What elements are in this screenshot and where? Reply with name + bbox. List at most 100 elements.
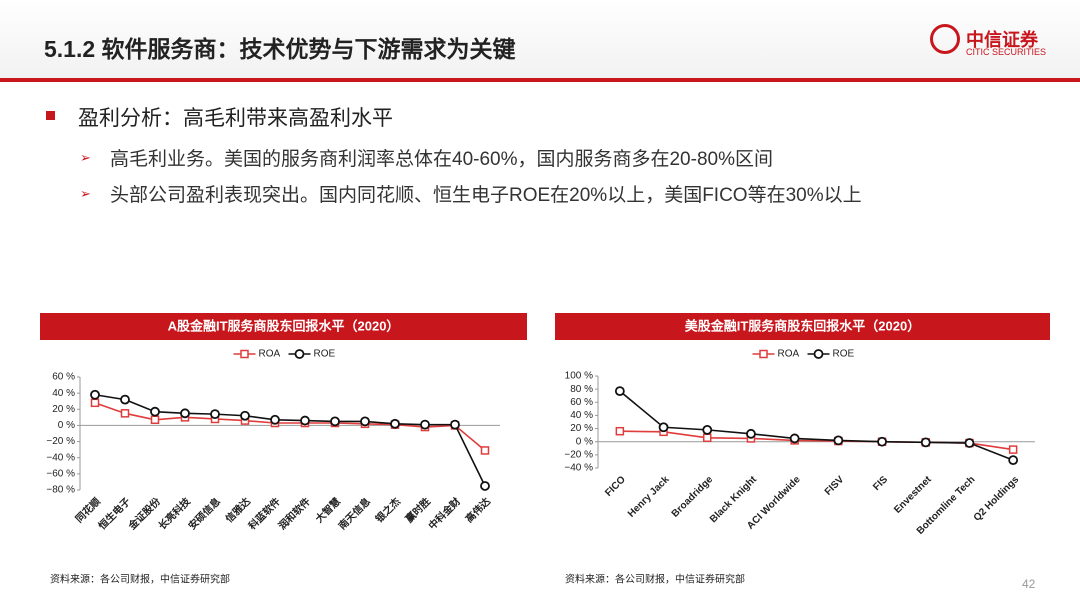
series-line xyxy=(94,402,486,452)
x-tick-label: 恒生电子 xyxy=(96,495,133,532)
point-marker xyxy=(964,438,975,448)
x-tick-label: 银之杰 xyxy=(373,495,403,525)
y-tick-label: 60 % xyxy=(52,372,75,383)
y-tick-label: −20 % xyxy=(46,436,75,447)
point-marker xyxy=(420,419,430,430)
x-tick-label: FICO xyxy=(603,474,628,499)
x-tick-label: 信雅达 xyxy=(223,495,253,525)
point-marker xyxy=(789,433,800,444)
header-rule xyxy=(0,78,1080,82)
x-tick-label: Henry Jack xyxy=(626,474,672,520)
point-marker xyxy=(1008,455,1019,466)
y-tick-label: 100 % xyxy=(565,371,593,382)
y-tick-label: 40 % xyxy=(570,410,593,421)
chart-title-bar xyxy=(40,313,527,340)
source-note: 资料来源：各公司财报，中信证券研究部 xyxy=(565,573,745,586)
x-tick-label: 高伟达 xyxy=(463,495,493,525)
point-marker xyxy=(833,435,844,446)
x-tick-label: 同花顺 xyxy=(73,495,103,525)
legend-label: ROE xyxy=(833,349,855,360)
legend-marker xyxy=(240,349,249,359)
y-tick-label: 0 % xyxy=(58,420,75,431)
x-tick-label: 南天信息 xyxy=(336,495,373,532)
y-tick-label: 80 % xyxy=(570,384,593,395)
y-tick-label: −40 % xyxy=(46,452,75,463)
point-marker xyxy=(330,416,340,427)
sub-bullet-marker: ➢ xyxy=(80,150,91,165)
point-marker xyxy=(90,398,100,408)
logo-text: 中信证券 xyxy=(966,30,1038,50)
series-line xyxy=(619,430,1014,451)
point-marker xyxy=(150,406,160,417)
legend-label: ROA xyxy=(778,349,800,360)
y-tick-label: −60 % xyxy=(46,468,75,479)
bullet-heading: 盈利分析：高毛利带来高盈利水平 xyxy=(78,107,393,130)
point-marker xyxy=(703,433,712,443)
chart-title-bar xyxy=(555,313,1050,340)
chart-title: A股金融IT服务商股东回报水平（2020） xyxy=(168,318,400,333)
slide-title: 5.1.2 软件服务商：技术优势与下游需求为关键 xyxy=(44,36,516,62)
x-tick-label: Broadridge xyxy=(670,474,716,520)
point-marker xyxy=(480,481,490,491)
y-tick-label: 60 % xyxy=(570,397,593,408)
point-marker xyxy=(120,409,130,418)
logo-subtext: CITIC SECURITIES xyxy=(966,47,1047,57)
point-marker xyxy=(240,410,250,421)
y-tick-label: 20 % xyxy=(52,404,75,415)
x-tick-label: 科蓝软件 xyxy=(246,495,283,532)
bullet-marker xyxy=(46,111,55,120)
x-tick-label: 金证股份 xyxy=(125,494,164,533)
x-tick-label: 安硕信息 xyxy=(186,495,223,532)
point-marker xyxy=(480,446,490,455)
point-marker xyxy=(1008,445,1018,454)
sub-bullet: 头部公司盈利表现突出。国内同花顺、恒生电子ROE在20%以上，美国FICO等在3… xyxy=(110,185,862,206)
chart-title: 美股金融IT服务商股东回报水平（2020） xyxy=(685,318,920,333)
point-marker xyxy=(150,415,160,425)
point-marker xyxy=(210,409,220,420)
sub-bullet-marker: ➢ xyxy=(80,186,91,201)
point-marker xyxy=(390,418,400,429)
point-marker xyxy=(90,389,100,400)
point-marker xyxy=(658,422,669,433)
legend-label: ROE xyxy=(314,349,336,360)
y-tick-label: −40 % xyxy=(564,463,593,474)
x-tick-label: Q2 Holdings xyxy=(972,474,1022,524)
point-marker xyxy=(450,419,460,430)
legend-marker xyxy=(813,349,824,359)
point-marker xyxy=(180,408,190,419)
x-tick-label: 大智慧 xyxy=(313,495,343,525)
logo-mark xyxy=(930,24,960,54)
source-note: 资料来源：各公司财报，中信证券研究部 xyxy=(50,573,230,586)
y-tick-label: 20 % xyxy=(570,423,593,434)
legend-marker xyxy=(759,349,768,359)
point-marker xyxy=(120,394,130,405)
point-marker xyxy=(360,416,370,427)
legend-label: ROA xyxy=(259,349,281,360)
point-marker xyxy=(615,426,625,436)
point-marker xyxy=(746,428,756,439)
y-tick-label: 40 % xyxy=(52,388,75,399)
point-marker xyxy=(270,414,280,425)
series-line xyxy=(619,390,1014,461)
point-marker xyxy=(614,386,625,397)
y-tick-label: 0 % xyxy=(576,436,593,447)
series-line xyxy=(94,393,486,487)
legend-marker xyxy=(294,349,305,359)
point-marker xyxy=(300,415,310,426)
x-tick-label: 润和软件 xyxy=(276,495,313,532)
y-tick-label: −20 % xyxy=(564,449,593,460)
x-tick-label: FIS xyxy=(871,474,890,493)
x-tick-label: Envestnet xyxy=(892,474,934,516)
x-tick-label: 中科金财 xyxy=(426,495,463,532)
x-tick-label: FISV xyxy=(823,474,847,498)
point-marker xyxy=(877,436,887,447)
y-tick-label: −80 % xyxy=(46,485,75,496)
point-marker xyxy=(920,437,931,448)
point-marker xyxy=(702,424,713,435)
header: 5.1.2 软件服务商：技术优势与下游需求为关键 中信证券 CITIC SECU… xyxy=(0,0,1080,80)
page-number: 42 xyxy=(1022,577,1036,591)
sub-bullet: 高毛利业务。美国的服务商利润率总体在40-60%，国内服务商多在20-80%区间 xyxy=(110,149,773,170)
x-tick-label: 赢时胜 xyxy=(403,495,433,525)
